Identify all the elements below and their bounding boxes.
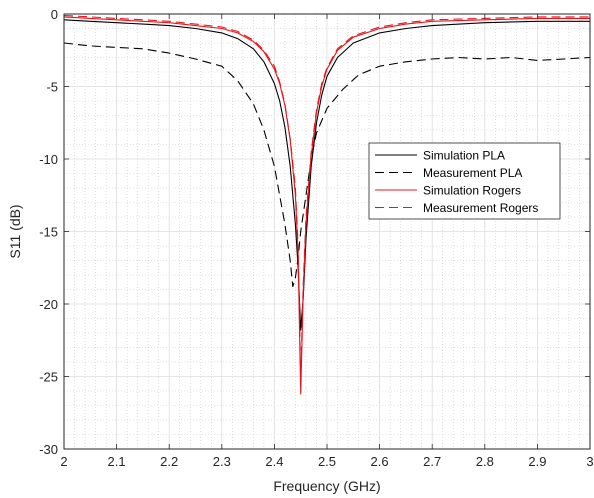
legend-label: Measurement Rogers: [423, 201, 538, 215]
series-line-simulation-rogers: [63, 16, 590, 395]
x-tick-label: 2.4: [265, 454, 283, 469]
y-tick-label: -10: [39, 152, 58, 167]
y-tick-label: -25: [39, 370, 58, 385]
x-tick-label: 2.2: [160, 454, 178, 469]
y-tick-label: 0: [51, 7, 58, 22]
x-tick-labels: 2 2.1 2.2 2.3 2.4 2.5 2.6 2.7 2.8 2.9 3: [60, 454, 593, 469]
legend: Simulation PLA Measurement PLA Simulation …: [368, 142, 561, 220]
x-tick-label: 3: [586, 454, 593, 469]
y-tick-label: -15: [39, 225, 58, 240]
y-tick-label: -30: [39, 442, 58, 457]
legend-label: Simulation Rogers: [423, 184, 521, 198]
x-tick-label: 2.9: [528, 454, 546, 469]
y-tick-labels: 0 -5 -10 -15 -20 -25 -30: [39, 7, 58, 457]
x-axis-label: Frequency (GHz): [273, 478, 380, 494]
tick-marks: [63, 13, 591, 450]
series-line-measurement-pla: [63, 42, 591, 288]
x-tick-label: 2.3: [213, 454, 231, 469]
y-tick-label: -5: [46, 80, 58, 95]
x-tick-label: 2: [60, 454, 67, 469]
y-tick-label: -20: [39, 297, 58, 312]
x-tick-label: 2.6: [371, 454, 389, 469]
legend-box: [368, 142, 561, 220]
x-tick-label: 2.7: [423, 454, 441, 469]
legend-label: Measurement PLA: [423, 166, 522, 180]
legend-label: Simulation PLA: [423, 149, 505, 163]
series-line-measurement-rogers: [63, 14, 590, 378]
x-tick-label: 2.8: [476, 454, 494, 469]
series-layer: [63, 14, 591, 395]
y-axis-label: S11 (dB): [7, 204, 23, 258]
x-tick-label: 2.1: [108, 454, 126, 469]
x-tick-label: 2.5: [318, 454, 336, 469]
